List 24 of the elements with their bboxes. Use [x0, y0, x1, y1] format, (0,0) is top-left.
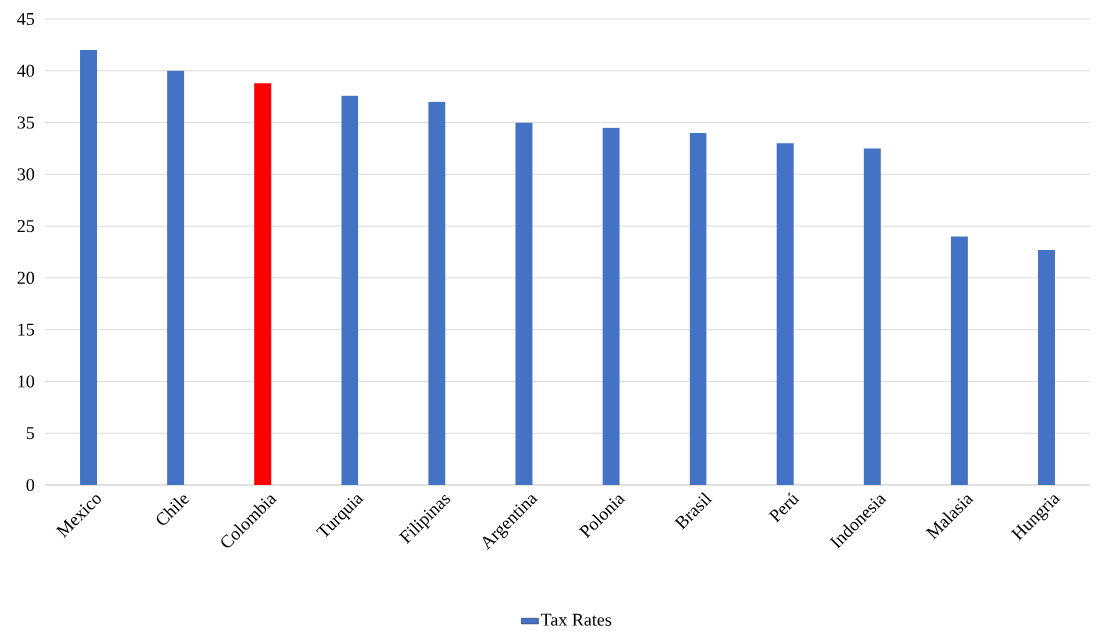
- bar: [689, 132, 707, 485]
- bar: [776, 143, 794, 485]
- y-tick-label: 5: [26, 427, 35, 440]
- y-tick-label: 40: [17, 64, 35, 77]
- y-tick-label: 25: [17, 220, 35, 233]
- y-tick-label: 45: [17, 12, 35, 26]
- bar: [1037, 249, 1055, 485]
- legend-label: Tax Rates: [540, 613, 612, 626]
- y-tick-label: 0: [26, 478, 35, 492]
- y-tick-label: 30: [17, 168, 35, 181]
- bar: [167, 70, 185, 485]
- y-tick-label: 10: [18, 375, 35, 388]
- bar: [254, 83, 272, 485]
- bar: [515, 122, 533, 485]
- y-tick-label: 35: [17, 116, 35, 129]
- y-tick-label: 20: [17, 271, 35, 284]
- bar: [863, 148, 881, 485]
- bar: [80, 50, 98, 485]
- x-tick-label: Chile: [156, 495, 190, 525]
- bar: [428, 101, 446, 485]
- bar: [341, 95, 359, 485]
- bar: [950, 236, 968, 485]
- bar: [602, 127, 620, 485]
- y-tick-label: 15: [18, 323, 35, 336]
